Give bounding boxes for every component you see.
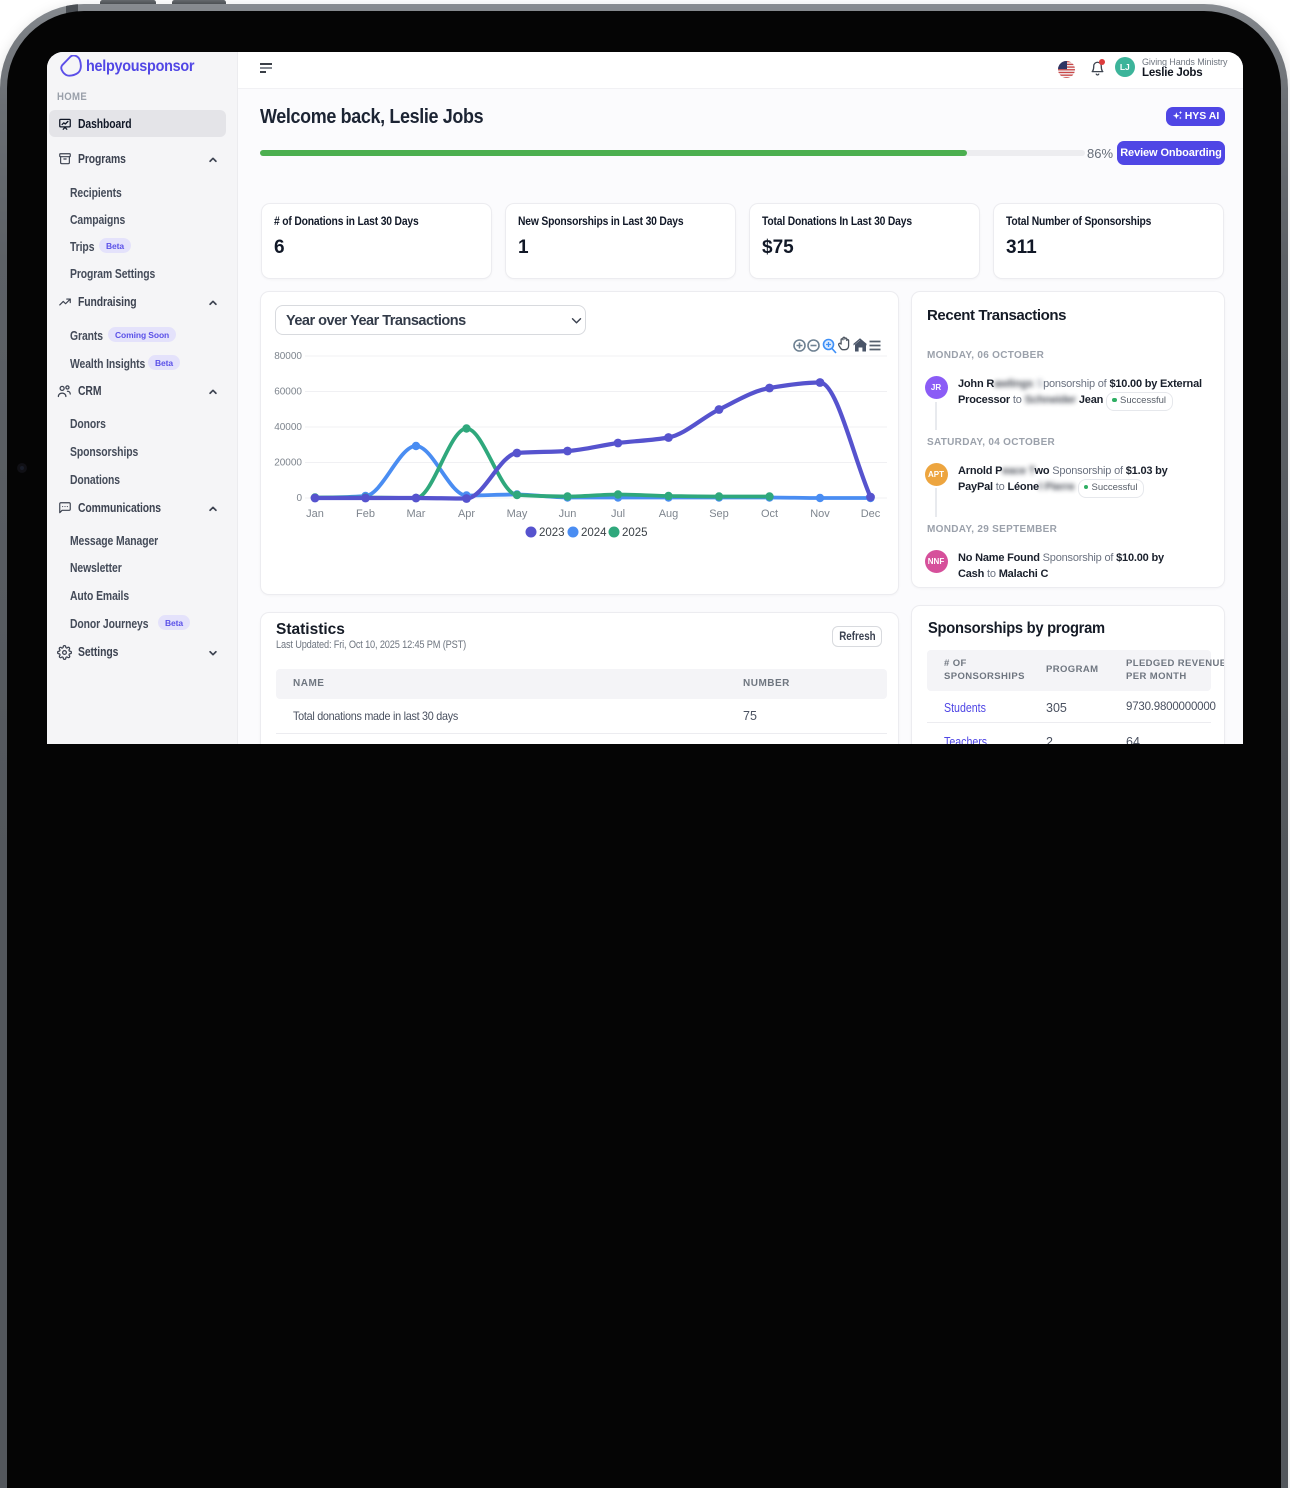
svg-text:60000: 60000	[274, 387, 302, 398]
svg-text:Oct: Oct	[761, 508, 778, 520]
svg-text:0: 0	[296, 493, 302, 504]
svg-text:20000: 20000	[274, 458, 302, 469]
svg-text:Jan: Jan	[306, 508, 324, 520]
svg-text:Sep: Sep	[709, 508, 729, 520]
svg-text:Mar: Mar	[407, 508, 426, 520]
svg-text:2023: 2023	[539, 527, 565, 539]
svg-text:May: May	[507, 508, 528, 520]
svg-text:Feb: Feb	[356, 508, 375, 520]
svg-text:80000: 80000	[274, 351, 302, 362]
svg-text:Dec: Dec	[861, 508, 881, 520]
svg-text:2024: 2024	[581, 527, 607, 539]
svg-text:Jul: Jul	[611, 508, 625, 520]
svg-text:Nov: Nov	[810, 508, 830, 520]
svg-text:Jun: Jun	[559, 508, 577, 520]
svg-text:Aug: Aug	[659, 508, 679, 520]
svg-text:2025: 2025	[622, 527, 648, 539]
svg-text:Apr: Apr	[458, 508, 475, 520]
svg-text:40000: 40000	[274, 422, 302, 433]
